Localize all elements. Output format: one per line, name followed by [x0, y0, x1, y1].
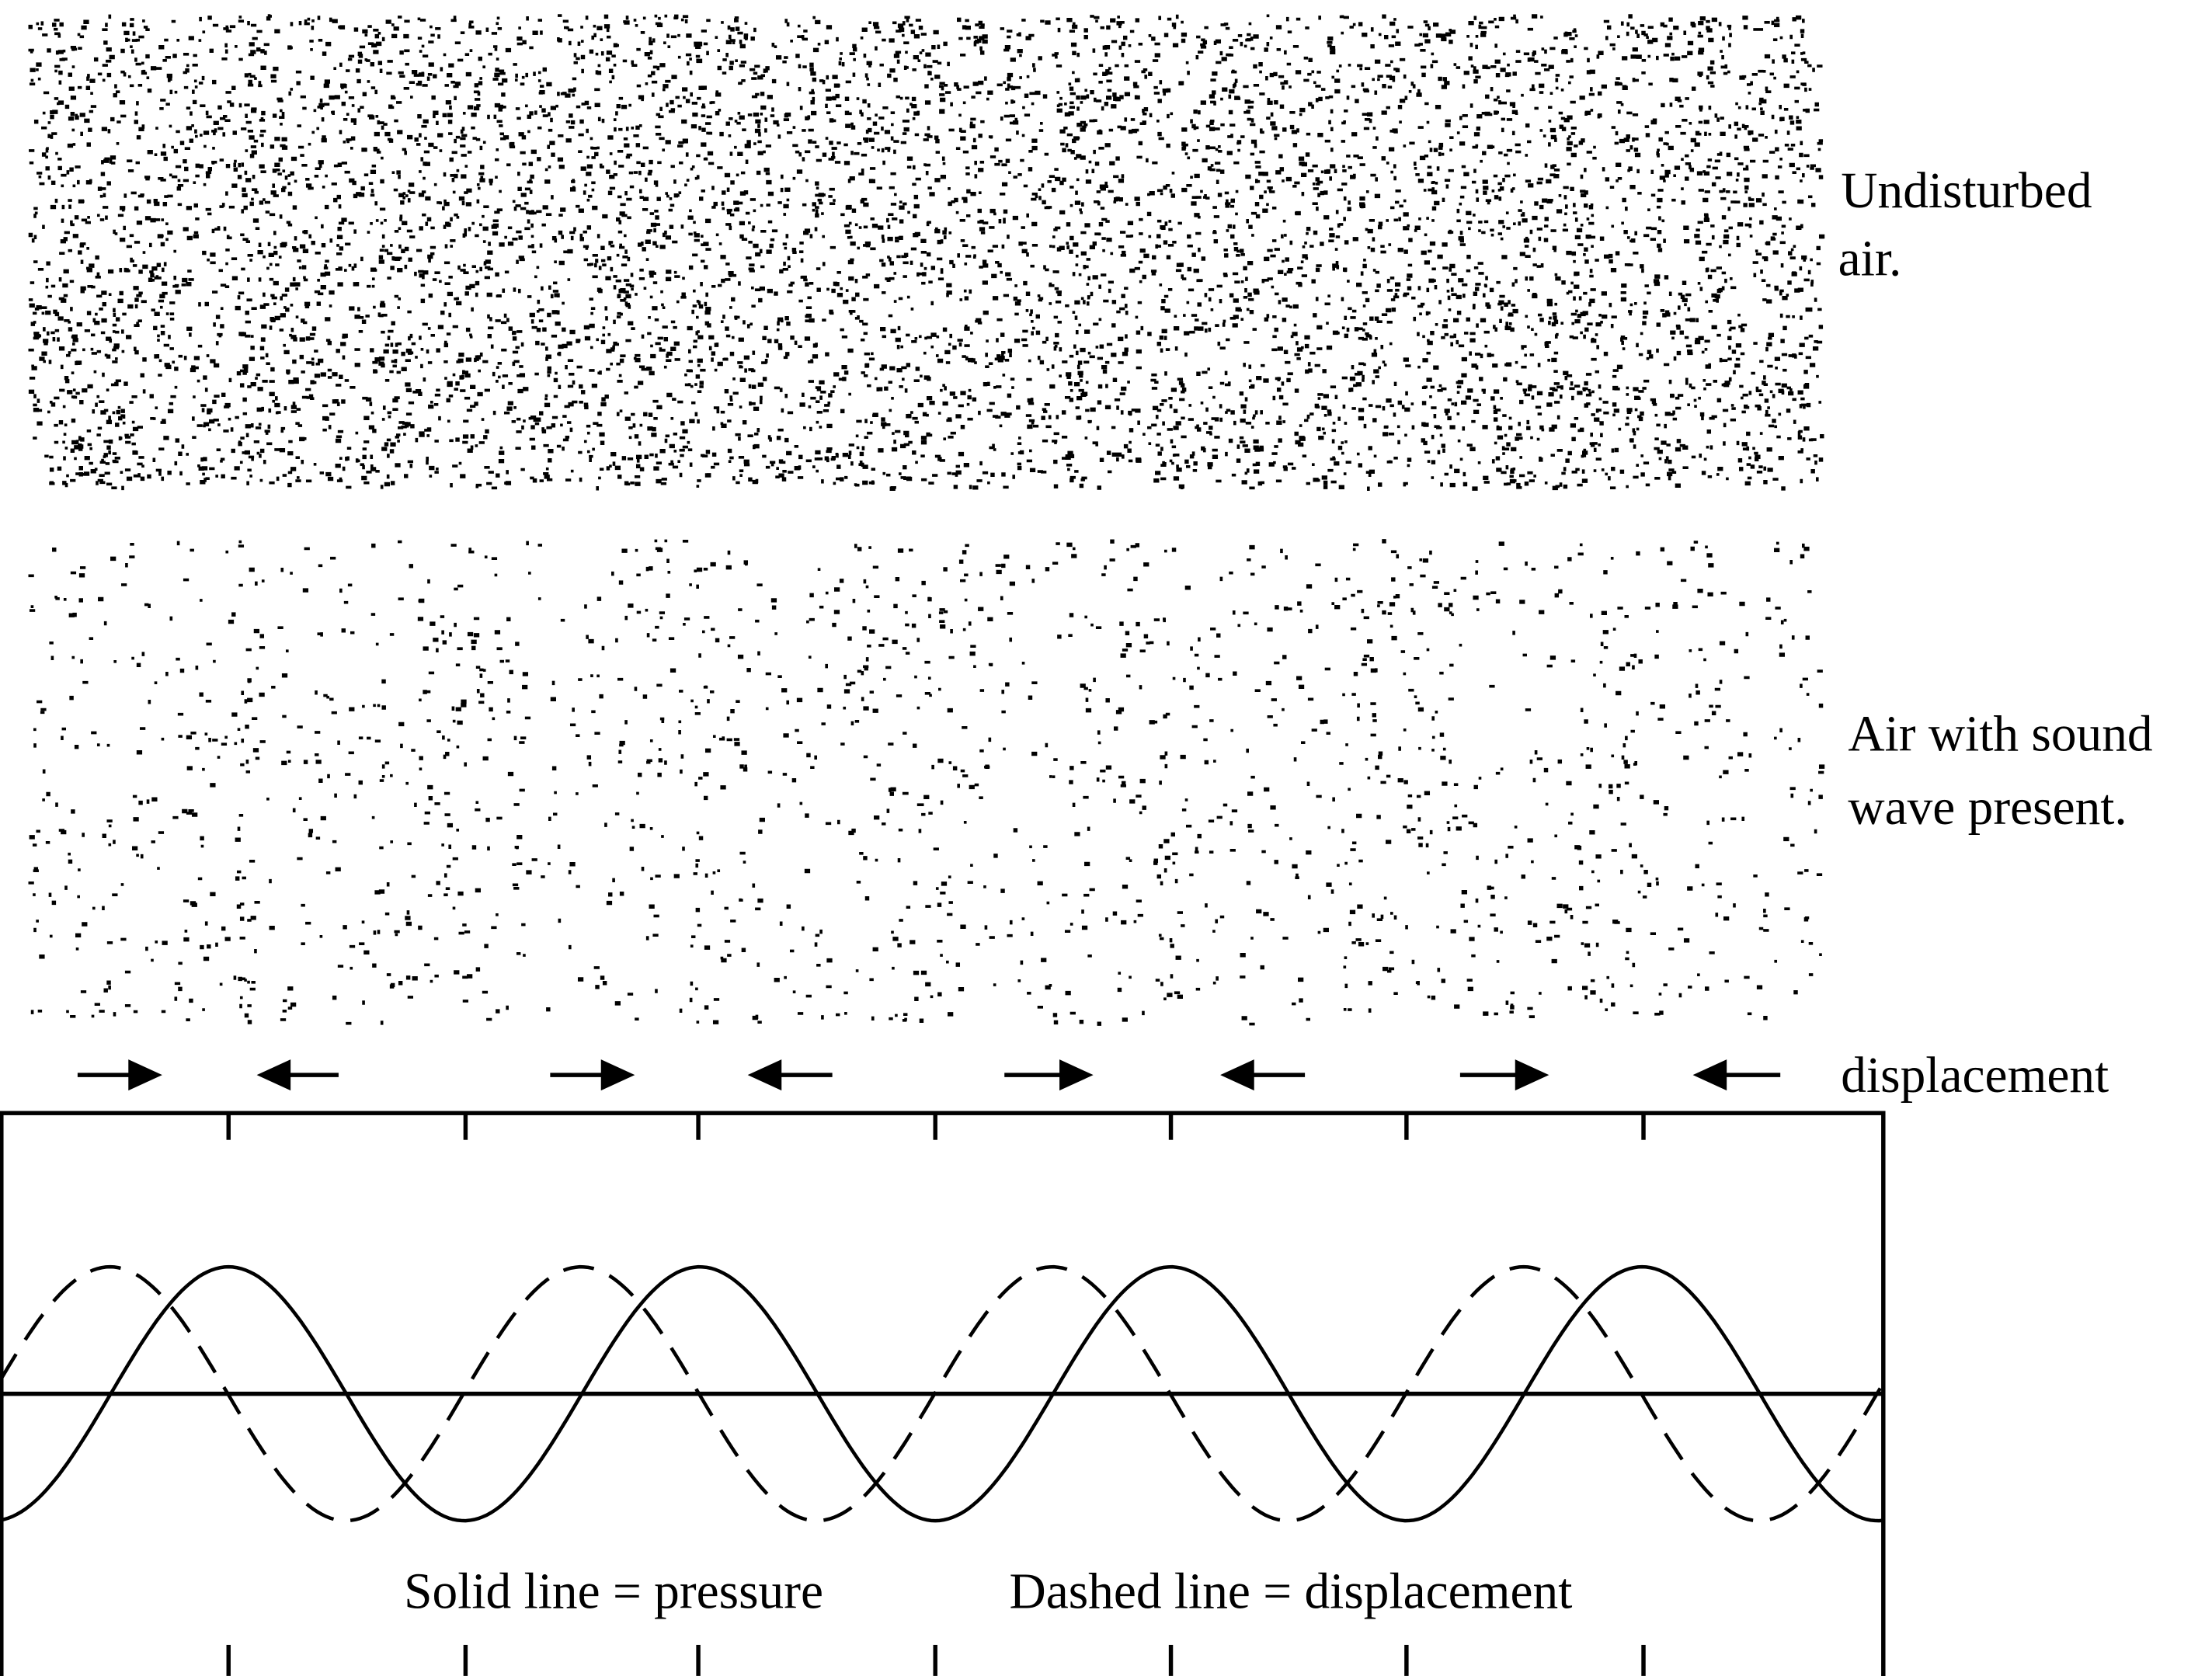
- arrow-head: [1692, 1059, 1727, 1091]
- arrow-head: [1515, 1059, 1549, 1091]
- particle-field: [28, 14, 1825, 492]
- wave-label: Air with sound: [1848, 706, 2152, 762]
- displacement-label: displacement: [1841, 1048, 2109, 1104]
- arrow-head: [1220, 1059, 1254, 1091]
- dashed-legend: Dashed line = displacement: [1009, 1564, 1572, 1620]
- arrow-head: [256, 1059, 291, 1091]
- undisturbed-label: Undisturbed: [1841, 163, 2092, 219]
- arrow-head: [128, 1059, 162, 1091]
- air-particles: [28, 14, 1825, 1026]
- arrow-head: [600, 1059, 635, 1091]
- wave-plot: [0, 1111, 1886, 1676]
- solid-legend: Solid line = pressure: [404, 1564, 823, 1620]
- arrow-head: [1059, 1059, 1094, 1091]
- arrow-head: [747, 1059, 782, 1091]
- plot-frame: [0, 1111, 1886, 1676]
- displacement-arrows: [77, 1059, 1781, 1091]
- wave-label: wave present.: [1848, 780, 2127, 836]
- displacement-curve: [0, 1264, 1885, 1523]
- particle-field: [28, 539, 1825, 1026]
- pressure-curve: [0, 1264, 1884, 1523]
- undisturbed-label: air.: [1838, 231, 1902, 287]
